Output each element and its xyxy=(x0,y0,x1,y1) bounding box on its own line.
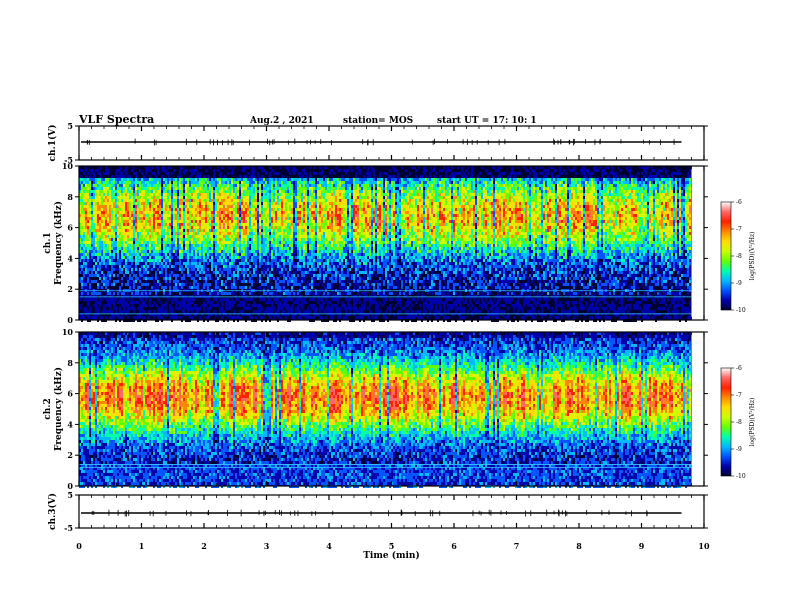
ch2-spectrogram-y-tick-label: 4 xyxy=(67,419,73,429)
ch1-spectrogram-colorbar-tick-label: -6 xyxy=(736,199,742,206)
ch2-spectrogram-colorbar-tick-label: -8 xyxy=(736,419,742,426)
ch1-spectrogram-colorbar-tick-label: -7 xyxy=(736,226,742,233)
ch1-spectrogram-colorbar-tick-label: -10 xyxy=(736,307,746,314)
ch2-spectrogram-y-tick-label: 2 xyxy=(67,450,73,460)
ch1-spectrogram-colorbar-tick-label: -9 xyxy=(736,280,742,287)
ch2-spectrogram-y-tick-label: 10 xyxy=(62,327,74,337)
x-tick-label: 2 xyxy=(201,541,207,551)
ch1-waveform-y-label: ch.1(V) xyxy=(47,125,58,162)
ch2-spectrogram-colorbar-label: log(PSD)(V²/Hz) xyxy=(749,398,756,447)
ch1-spectrogram-y-tick-label: 8 xyxy=(67,192,73,202)
x-tick-label: 9 xyxy=(639,541,645,551)
ch2-spectrogram-colorbar-tick-label: -6 xyxy=(736,365,742,372)
x-tick-label: 6 xyxy=(451,541,457,551)
ch3-waveform-panel: 5 -5 ch.3(V) xyxy=(47,490,708,533)
ch1-waveform-background xyxy=(79,126,704,160)
header-start-time: start UT = 17: 10: 1 xyxy=(437,116,537,126)
ch2-spectrogram-colorbar-tick-label: -9 xyxy=(736,446,742,453)
ch1-spectrogram-y-tick-label: 4 xyxy=(67,253,73,263)
ch1-spectrogram-cells xyxy=(79,166,691,322)
figure-title: VLF Spectra xyxy=(78,113,154,126)
ch3-waveform-y-tick-label: 5 xyxy=(67,490,73,500)
ch1-spectrogram-y-tick-label: 2 xyxy=(67,284,73,294)
x-tick-label: 5 xyxy=(389,541,395,551)
chart-layer: 5 -5 ch.1(V) -6 -7 -8 -9 -10 log(PSD)(V²/Hz) 0 2 4 6… xyxy=(43,121,756,561)
ch2-spectrogram-y-label: ch.2 xyxy=(43,398,53,419)
ch1-spectrogram-y-tick-label: 6 xyxy=(67,223,73,233)
header-date: Aug.2 , 2021 xyxy=(249,116,314,126)
ch1-spectrogram-colorbar xyxy=(720,201,732,311)
ch2-spectrogram-colorbar-tick-label: -10 xyxy=(736,473,746,480)
ch1-spectrogram-colorbar-tick-label: -8 xyxy=(736,253,742,260)
ch3-waveform-background xyxy=(79,495,704,528)
x-tick-label: 8 xyxy=(576,541,582,551)
ch2-spectrogram-colorbar-tick-label: -7 xyxy=(736,392,742,399)
ch2-spectrogram-y-tick-label: 0 xyxy=(67,481,73,491)
ch1-waveform-y-tick-label: -5 xyxy=(64,155,73,165)
x-tick-label: 0 xyxy=(76,541,82,551)
x-tick-label: 3 xyxy=(264,541,270,551)
header-station: station= MOS xyxy=(343,116,413,126)
ch2-spectrogram-colorbar xyxy=(720,367,732,477)
ch2-spectrogram-y-tick-label: 8 xyxy=(67,358,73,368)
ch1-spectrogram-y-label: ch.1 xyxy=(43,232,53,253)
ch1-spectrogram-panel: -6 -7 -8 -9 -10 log(PSD)(V²/Hz) 0 2 4 6 8 10 ch.1 Fre… xyxy=(43,161,756,325)
ch3-waveform-y-tick-label: -5 xyxy=(64,523,73,533)
ch2-spectrogram-cells xyxy=(79,332,691,488)
ch1-spectrogram-colorbar-label: log(PSD)(V²/Hz) xyxy=(749,232,756,281)
ch3-waveform-y-label: ch.3(V) xyxy=(47,493,58,530)
ch1-spectrogram-y-label: Frequency (kHz) xyxy=(53,201,64,285)
x-tick-label: 1 xyxy=(139,541,145,551)
x-tick-label: 10 xyxy=(698,541,710,551)
ch1-spectrogram-y-tick-label: 0 xyxy=(67,315,73,325)
ch2-spectrogram-y-tick-label: 6 xyxy=(67,389,73,399)
x-axis-label: Time (min) xyxy=(363,550,420,561)
ch2-spectrogram-y-label: Frequency (kHz) xyxy=(53,367,64,451)
ch1-waveform-y-tick-label: 5 xyxy=(67,121,73,131)
ch1-spectrogram-y-tick-label: 10 xyxy=(62,161,74,171)
ch2-spectrogram-panel: -6 -7 -8 -9 -10 log(PSD)(V²/Hz) 0 2 4 6 8 10 ch.2 Fre… xyxy=(43,327,756,491)
x-tick-label: 4 xyxy=(326,541,332,551)
x-tick-label: 7 xyxy=(514,541,520,551)
ch1-waveform-panel: 5 -5 ch.1(V) xyxy=(47,121,708,165)
